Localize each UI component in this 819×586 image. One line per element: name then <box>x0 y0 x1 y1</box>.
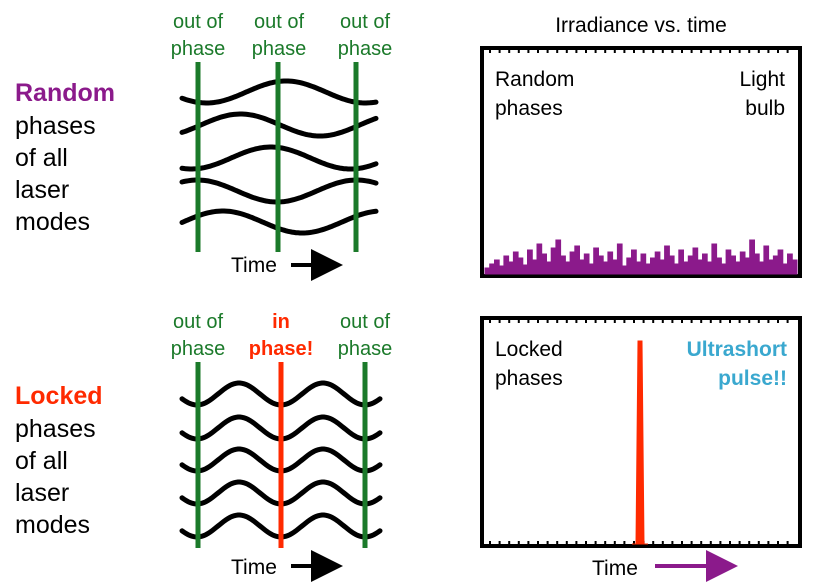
ultrashort-line1: Ultrashort <box>687 338 787 361</box>
top-side-line-3: laser <box>15 176 69 204</box>
bottom-time-axis: Time <box>231 550 343 582</box>
top-plot-frame <box>480 46 802 278</box>
bottom-marker-1-line2: phase <box>171 338 226 360</box>
bottom-side-line-4: modes <box>15 511 90 539</box>
bottom-marker-labels: out of phase in phase! out of phase <box>171 311 393 360</box>
bottom-time-label: Time <box>231 556 277 579</box>
top-time-axis: Time <box>231 249 343 281</box>
bottom-plot-frame <box>480 316 802 548</box>
light-bulb-line2: bulb <box>745 97 785 120</box>
top-marker-1-line2: phase <box>171 38 226 60</box>
top-marker-3-line2: phase <box>338 38 393 60</box>
top-side-line-1: phases <box>15 112 96 140</box>
top-marker-2-line2: phase <box>252 38 307 60</box>
bottom-marker-3-line1: out of <box>340 311 390 333</box>
light-bulb-line1: Light <box>739 68 785 91</box>
ultrashort-pulse-peak <box>632 340 648 545</box>
top-marker-lines <box>195 62 359 252</box>
bottom-marker-3-line2: phase <box>338 338 393 360</box>
plot-time-axis: Time <box>592 550 738 582</box>
top-marker-3-line1: out of <box>340 11 390 33</box>
random-phases-line1: Random <box>495 68 574 91</box>
in-phase-line1: in <box>272 311 290 333</box>
top-side-line-2: of all <box>15 144 68 172</box>
bottom-plot-ticks <box>489 318 789 546</box>
locked-heading: Locked <box>15 382 103 410</box>
top-time-label: Time <box>231 254 277 277</box>
bottom-side-line-2: of all <box>15 447 68 475</box>
bottom-side-label: Locked phases of all laser modes <box>15 382 103 539</box>
top-marker-2-line1: out of <box>254 11 304 33</box>
top-side-line-4: modes <box>15 208 90 236</box>
bottom-marker-1-line1: out of <box>173 311 223 333</box>
random-irradiance-trace <box>484 239 798 275</box>
locked-irradiance-plot: Locked phases Ultrashort pulse!! <box>480 316 802 548</box>
bottom-side-line-1: phases <box>15 415 96 443</box>
plot-title: Irradiance vs. time <box>555 14 727 37</box>
random-irradiance-plot: Random phases Light bulb <box>480 46 802 278</box>
random-heading: Random <box>15 79 115 107</box>
locked-phases-line1: Locked <box>495 338 563 361</box>
ultrashort-line2: pulse!! <box>718 367 787 390</box>
in-phase-line2: phase! <box>249 338 313 360</box>
bottom-marker-lines <box>195 362 368 548</box>
random-phases-line2: phases <box>495 97 563 120</box>
top-marker-labels: out of phase out of phase out of phase <box>171 11 393 60</box>
top-marker-1-line1: out of <box>173 11 223 33</box>
top-side-label: Random phases of all laser modes <box>15 79 115 236</box>
plot-time-label: Time <box>592 557 638 580</box>
locked-phases-line2: phases <box>495 367 563 390</box>
bottom-side-line-3: laser <box>15 479 69 507</box>
